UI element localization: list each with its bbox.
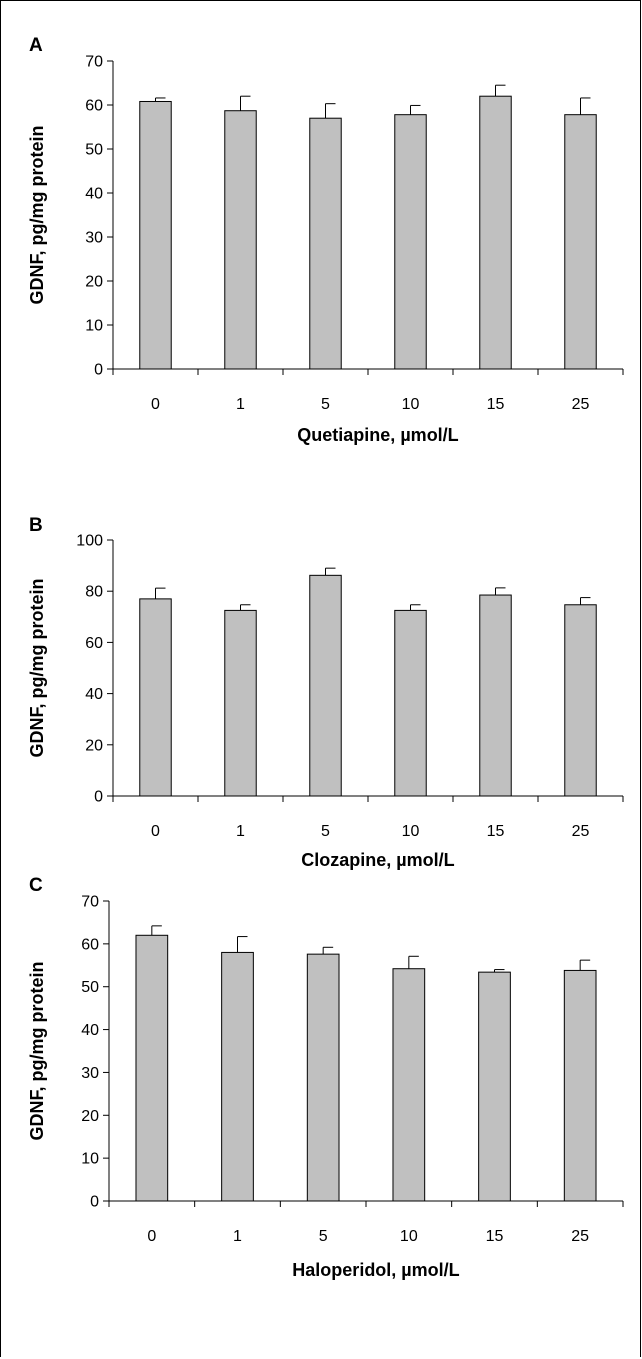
y-tick-label: 10 [81, 1151, 99, 1168]
y-tick-label: 20 [85, 737, 103, 754]
x-tick-label: 15 [487, 823, 505, 840]
bar [221, 951, 254, 1202]
bar [564, 604, 597, 797]
x-tick-label: 5 [319, 1228, 328, 1245]
x-tick-label: 15 [486, 1228, 504, 1245]
bar [139, 598, 172, 797]
y-tick-label: 50 [85, 142, 103, 159]
y-tick-label: 60 [81, 936, 99, 953]
x-tick-label: 5 [321, 396, 330, 413]
y-tick-label: 50 [81, 979, 99, 996]
y-tick-label: 80 [85, 584, 103, 601]
x-tick-label: 0 [147, 1228, 156, 1245]
x-axis-title: Haloperidol, µmol/L [292, 1260, 459, 1280]
bar [394, 114, 427, 370]
x-tick-label: 1 [233, 1228, 242, 1245]
y-tick-label: 40 [85, 186, 103, 203]
x-tick-label: 10 [402, 396, 420, 413]
y-tick-label: 10 [85, 318, 103, 335]
y-tick-label: 100 [76, 533, 103, 550]
x-tick-label: 25 [572, 396, 590, 413]
x-tick-label: 1 [236, 823, 245, 840]
x-tick-label: 0 [151, 823, 160, 840]
y-tick-label: 30 [85, 230, 103, 247]
y-tick-label: 60 [85, 635, 103, 652]
bar [479, 594, 512, 797]
bar [139, 100, 172, 370]
y-tick-label: 20 [85, 274, 103, 291]
y-tick-label: 40 [81, 1022, 99, 1039]
x-tick-label: 15 [487, 396, 505, 413]
x-tick-label: 25 [571, 1228, 589, 1245]
y-tick-label: 20 [81, 1108, 99, 1125]
bar [564, 114, 597, 370]
bar [392, 968, 426, 1202]
bar [224, 110, 257, 370]
bar [135, 934, 169, 1202]
x-axis-title: Quetiapine, µmol/L [297, 425, 458, 445]
x-tick-label: 10 [400, 1228, 418, 1245]
y-axis-title: GDNF, pg/mg protein [27, 579, 47, 758]
bar [563, 969, 597, 1202]
x-tick-label: 25 [572, 823, 590, 840]
y-tick-label: 40 [85, 686, 103, 703]
y-axis-title: GDNF, pg/mg protein [27, 126, 47, 305]
bar [306, 953, 340, 1202]
y-tick-label: 0 [90, 1194, 99, 1211]
x-tick-label: 10 [402, 823, 420, 840]
y-tick-label: 30 [81, 1065, 99, 1082]
bar [479, 95, 512, 370]
y-tick-label: 60 [85, 98, 103, 115]
x-axis-title: Clozapine, µmol/L [301, 850, 454, 870]
bar [394, 609, 427, 797]
bar [309, 574, 342, 797]
bar [309, 117, 342, 370]
panel-letter: B [29, 515, 43, 536]
x-tick-label: 5 [321, 823, 330, 840]
y-axis-title: GDNF, pg/mg protein [27, 962, 47, 1141]
y-tick-label: 0 [94, 789, 103, 806]
y-tick-label: 70 [81, 894, 99, 911]
x-tick-label: 1 [236, 396, 245, 413]
y-tick-label: 0 [94, 362, 103, 379]
panel-letter: C [29, 875, 43, 896]
bar [478, 971, 511, 1202]
y-tick-label: 70 [85, 54, 103, 71]
bar [224, 609, 257, 797]
x-tick-label: 0 [151, 396, 160, 413]
panel-letter: A [29, 35, 43, 56]
